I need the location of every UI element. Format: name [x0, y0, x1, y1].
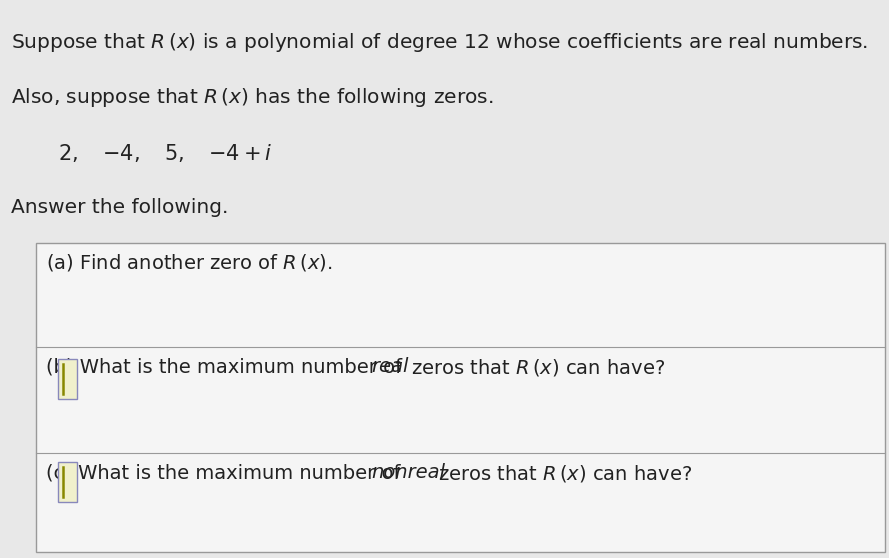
- Text: (b) What is the maximum number of: (b) What is the maximum number of: [46, 357, 409, 376]
- Text: zeros that $R\,(x)$ can have?: zeros that $R\,(x)$ can have?: [432, 463, 693, 484]
- Text: real: real: [372, 357, 409, 376]
- Text: (c) What is the maximum number of: (c) What is the maximum number of: [46, 463, 407, 482]
- Text: Also, suppose that $R\,(x)$ has the following zeros.: Also, suppose that $R\,(x)$ has the foll…: [11, 86, 493, 109]
- Bar: [58, 462, 77, 502]
- Text: Suppose that $R\,(x)$ is a polynomial of degree 12 whose coefficients are real n: Suppose that $R\,(x)$ is a polynomial of…: [11, 31, 868, 54]
- Text: zeros that $R\,(x)$ can have?: zeros that $R\,(x)$ can have?: [405, 357, 666, 378]
- Bar: [58, 359, 77, 399]
- Text: Answer the following.: Answer the following.: [11, 198, 228, 217]
- Text: $2, \quad {-4}, \quad 5, \quad {-4}+i$: $2, \quad {-4}, \quad 5, \quad {-4}+i$: [58, 142, 272, 164]
- Text: (a) Find another zero of $R\,(x)$.: (a) Find another zero of $R\,(x)$.: [46, 252, 332, 273]
- Bar: [36, 243, 885, 552]
- Text: nonreal: nonreal: [372, 463, 445, 482]
